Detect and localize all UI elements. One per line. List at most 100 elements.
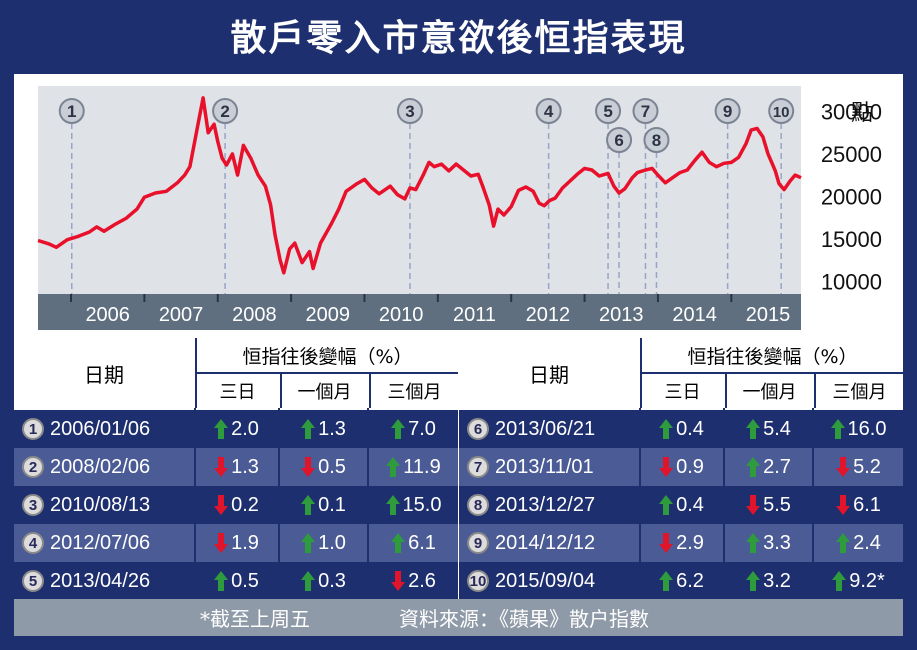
table-row: 7 2013/11/01 0.9 2.7 5.2 [459,448,903,486]
event-marker-circle [632,98,659,124]
down-arrow-icon [836,495,851,515]
change-cell: 7.0 [369,410,458,448]
event-marker-label: 9 [723,102,732,121]
row-number-badge: 5 [22,570,44,592]
up-arrow-icon [301,571,316,591]
change-value: 0.9 [676,455,704,478]
up-arrow-icon [301,495,316,515]
column-separator [194,408,196,599]
down-arrow-icon [214,495,229,515]
up-arrow-icon [836,533,851,553]
date-header: 日期 [14,338,194,408]
date-cell: 7 2013/11/01 [459,448,639,486]
up-arrow-icon [746,457,761,477]
up-arrow-icon [391,533,406,553]
row-number-badge: 10 [467,570,489,592]
date-text: 2013/11/01 [495,455,594,478]
date-text: 2013/06/21 [495,417,596,440]
sub-header-3day: 三日 [195,374,278,408]
change-cell: 1.3 [280,410,367,448]
down-arrow-icon [746,495,761,515]
change-value: 0.5 [231,569,259,592]
event-marker-label: 8 [652,131,661,150]
x-tick-label: 2009 [306,304,351,326]
performance-table: 日期 恒指往後變幅（%） 三日 一個月 三個月 1 2006/01/06 2.0 1.… [14,338,903,600]
row-number-badge: 8 [467,494,489,516]
change-cell: 6.1 [814,486,903,524]
down-arrow-icon [214,457,229,477]
down-arrow-icon [836,457,851,477]
change-value: 2.0 [231,417,259,440]
footer-bar: *截至上周五 資料來源：《蘋果》散户指數 [14,599,903,636]
table-row: 6 2013/06/21 0.4 5.4 16.0 [459,410,903,448]
x-tick-label: 2008 [232,304,277,326]
y-tick-label: 25000 [821,142,882,167]
change-cell: 2.6 [369,562,458,600]
date-cell: 9 2014/12/12 [459,524,639,562]
change-value: 0.4 [676,417,704,440]
header-divider [195,372,458,374]
down-arrow-icon [659,533,674,553]
x-tick-label: 2015 [746,304,791,326]
chart-panel: 2006 2007 2008 2009 2010 2011 2012 2013 2014 2015… [14,74,903,338]
date-text: 2012/07/06 [50,531,151,554]
change-cell: 1.0 [280,524,367,562]
up-arrow-icon [301,533,316,553]
up-arrow-icon [746,533,761,553]
event-marker-circle [535,98,562,124]
change-cell: 6.1 [369,524,458,562]
table-row: 4 2012/07/06 1.9 1.0 6.1 [14,524,458,562]
change-value: 0.1 [318,493,346,516]
change-cell: 0.1 [280,486,367,524]
event-marker-circle [58,98,85,124]
change-cell: 5.2 [814,448,903,486]
change-value: 1.3 [318,417,346,440]
date-text: 2013/04/26 [50,569,151,592]
column-separator [367,408,369,599]
x-tick-label: 2011 [453,304,496,326]
sub-header-3month: 三個月 [369,374,458,408]
event-marker-circle [396,98,423,124]
table-right-half: 日期 恒指往後變幅（%） 三日 一個月 三個月 6 2013/06/21 0.4 5.… [459,338,903,600]
change-value: 1.9 [231,531,259,554]
x-tick-label: 2012 [526,304,571,326]
up-arrow-icon [385,495,400,515]
change-header: 恒指往後變幅（%） [195,338,458,372]
event-marker-label: 2 [220,102,229,121]
sub-header-3day: 三日 [640,374,723,408]
sub-header-3month: 三個月 [814,374,903,408]
column-separator [812,408,814,599]
change-value: 5.4 [763,417,791,440]
sub-header-1month: 一個月 [725,374,812,408]
event-marker-label: 1 [67,102,76,121]
change-value: 0.3 [318,569,346,592]
footer-source: 資料來源：《蘋果》散户指數 [399,607,649,631]
up-arrow-icon [659,495,674,515]
change-value: 3.3 [763,531,791,554]
table-left-half: 日期 恒指往後變幅（%） 三日 一個月 三個月 1 2006/01/06 2.0 1.… [14,338,458,600]
change-cell: 3.2 [725,562,812,600]
change-value: 6.1 [853,493,881,516]
date-cell: 8 2013/12/27 [459,486,639,524]
y-tick-label: 15000 [821,227,882,252]
change-cell: 0.5 [280,448,367,486]
row-number-badge: 6 [467,418,489,440]
change-value: 0.5 [318,455,346,478]
up-arrow-icon [746,571,761,591]
change-cell: 9.2* [814,562,903,600]
column-separator [278,408,280,599]
row-number-badge: 4 [22,532,44,554]
date-text: 2006/01/06 [50,417,151,440]
change-cell: 2.4 [814,524,903,562]
event-marker-circle [212,98,239,124]
change-value: 9.2* [849,569,885,592]
column-separator [639,408,641,599]
y-unit-label: 點 [851,101,873,126]
row-number-badge: 3 [22,494,44,516]
event-marker-circle [595,98,622,124]
change-value: 7.0 [408,417,436,440]
down-arrow-icon [391,571,406,591]
change-value: 6.1 [408,531,436,554]
event-marker-circle [606,127,633,153]
change-cell: 0.4 [640,410,723,448]
